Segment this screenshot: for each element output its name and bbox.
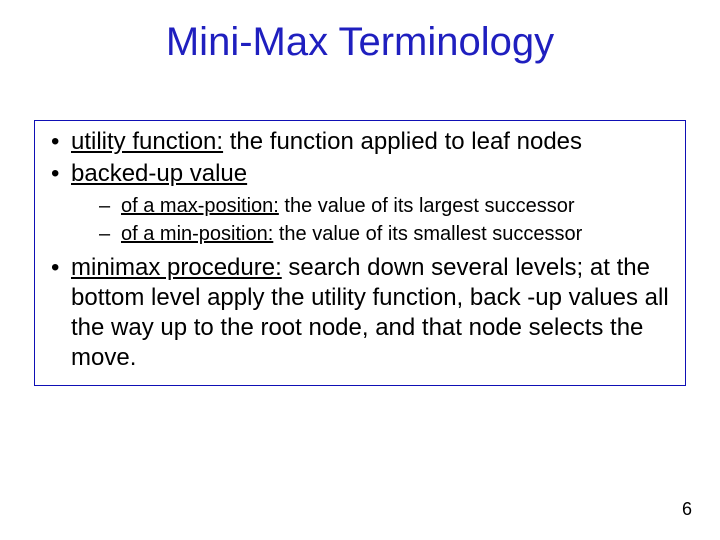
list-item: of a max-position: the value of its larg… bbox=[71, 193, 675, 219]
slide-title: Mini-Max Terminology bbox=[0, 20, 720, 65]
list-item: minimax procedure: search down several l… bbox=[45, 253, 675, 373]
term: utility function: bbox=[71, 128, 223, 155]
term: minimax procedure: bbox=[71, 254, 282, 281]
sub-bullet-list: of a max-position: the value of its larg… bbox=[71, 193, 675, 247]
page-number: 6 bbox=[682, 499, 692, 520]
slide: Mini-Max Terminology utility function: t… bbox=[0, 0, 720, 540]
list-item: backed-up value of a max-position: the v… bbox=[45, 159, 675, 247]
definition: the value of its smallest successor bbox=[273, 223, 582, 245]
content-box: utility function: the function applied t… bbox=[34, 120, 686, 386]
bullet-list: utility function: the function applied t… bbox=[45, 127, 675, 373]
term: of a max-position: bbox=[121, 195, 279, 217]
term: backed-up value bbox=[71, 160, 247, 187]
list-item: of a min-position: the value of its smal… bbox=[71, 221, 675, 247]
definition: the value of its largest successor bbox=[279, 195, 575, 217]
definition: the function applied to leaf nodes bbox=[223, 128, 582, 155]
list-item: utility function: the function applied t… bbox=[45, 127, 675, 157]
term: of a min-position: bbox=[121, 223, 273, 245]
